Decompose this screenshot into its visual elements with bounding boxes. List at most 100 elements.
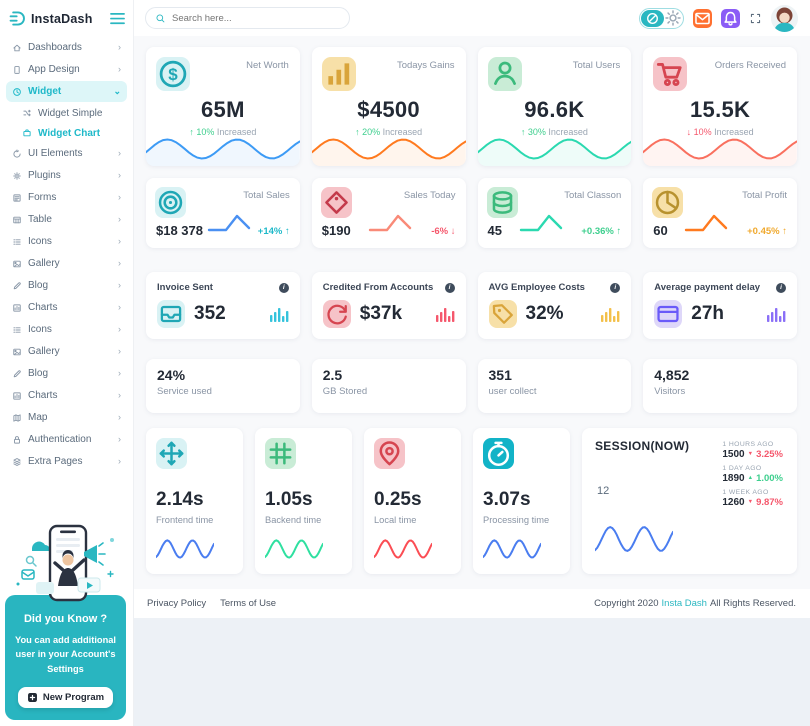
blog-icon	[12, 369, 22, 379]
sidebar-item-charts[interactable]: Charts ›	[6, 385, 127, 406]
sidebar-item-label: UI Elements	[28, 148, 83, 159]
briefcase-icon	[22, 128, 32, 138]
sidebar-subitem-widget-simple[interactable]: Widget Simple	[6, 103, 127, 123]
sidebar-item-ui-elements[interactable]: UI Elements ›	[6, 143, 127, 164]
stopwatch-icon	[483, 438, 514, 469]
trend-line-chart	[368, 211, 414, 240]
inbox-icon	[157, 300, 185, 328]
card-label: GB Stored	[322, 386, 368, 397]
footer-link-privacy-policy[interactable]: Privacy Policy	[147, 598, 207, 609]
sidebar-item-app-design[interactable]: App Design ›	[6, 59, 127, 80]
chevron-right-icon: ›	[118, 280, 121, 290]
search-input[interactable]	[172, 12, 340, 24]
time-card-frontend-time: 2.14s Frontend time	[146, 428, 243, 574]
sidebar-item-blog[interactable]: Blog ›	[6, 275, 127, 296]
blog-icon	[12, 281, 22, 291]
clock-icon	[12, 87, 22, 97]
promo-illustration	[5, 524, 126, 609]
sidebar-item-icons[interactable]: Icons ›	[6, 319, 127, 340]
card-title: Todays Gains	[396, 60, 455, 71]
info-icon[interactable]: i	[444, 282, 455, 293]
card-value: 4,852	[654, 367, 690, 383]
sidebar-item-gallery[interactable]: Gallery ›	[6, 341, 127, 362]
card-percent: -6% ↓	[431, 226, 456, 237]
trend-line-chart	[684, 211, 730, 240]
card-title: Total Classon	[564, 190, 622, 201]
sidebar-item-label: Icons	[28, 236, 52, 247]
time-card-processing-time: 3.07s Processing time	[473, 428, 570, 574]
info-icon[interactable]: i	[776, 282, 786, 293]
card-value: 3.07s	[483, 489, 531, 510]
session-title: SESSION(NOW)	[595, 439, 690, 453]
sale-card-total-profit: Total Profit 60 +0.45% ↑	[643, 178, 797, 248]
sidebar-item-label: Widget Simple	[38, 107, 103, 119]
messages-button[interactable]	[693, 8, 712, 28]
time-card-backend-time: 1.05s Backend time	[255, 428, 352, 574]
sidebar-item-charts[interactable]: Charts ›	[6, 297, 127, 318]
card-label: Service used	[157, 386, 212, 397]
ui-icon	[12, 148, 22, 159]
sidebar-item-table[interactable]: Table ›	[6, 209, 127, 230]
card-label: user collect	[488, 386, 537, 397]
sidebar-item-map[interactable]: Map ›	[6, 407, 127, 428]
sidebar-item-blog[interactable]: Blog ›	[6, 363, 127, 384]
chevron-right-icon: ›	[118, 434, 121, 444]
footer-brand-link[interactable]: Insta Dash	[661, 598, 707, 609]
info-icon[interactable]: i	[610, 282, 621, 293]
new-program-button[interactable]: New Program	[17, 687, 114, 708]
card-title: Average payment delay	[654, 282, 761, 293]
chevron-right-icon: ›	[118, 148, 121, 158]
pin-icon	[374, 438, 405, 469]
chevron-right-icon: ›	[118, 324, 121, 334]
sidebar-item-plugins[interactable]: Plugins ›	[6, 165, 127, 186]
card-value: $190	[321, 223, 351, 238]
sidebar-item-authentication[interactable]: Authentication ›	[6, 429, 127, 450]
sidebar-item-label: App Design	[28, 64, 80, 75]
session-stat-label: 1 HOURS AGO	[722, 441, 774, 448]
sparkline-chart	[155, 536, 233, 567]
copyright-suffix: All Rights Reserved.	[709, 598, 796, 609]
promo-card: Did you Know ? You can add additional us…	[5, 524, 126, 720]
table-icon	[12, 215, 22, 225]
sidebar-item-extra-pages[interactable]: Extra Pages ›	[6, 451, 127, 472]
sidebar-item-gallery[interactable]: Gallery ›	[6, 253, 127, 274]
sidebar-item-widget[interactable]: Widget ⌄	[6, 81, 127, 102]
card-value: 0.25s	[374, 489, 422, 510]
session-stat-label: 1 DAY AGO	[722, 465, 762, 472]
mini-bar-chart	[767, 307, 786, 322]
card-title: Credited From Accounts	[322, 282, 434, 293]
sidebar-item-forms[interactable]: Forms ›	[6, 187, 127, 208]
promo-button-label: New Program	[42, 692, 105, 703]
sidebar-subitem-widget-chart[interactable]: Widget Chart	[6, 123, 127, 143]
user-avatar[interactable]	[771, 4, 798, 32]
theme-toggle[interactable]	[639, 7, 684, 29]
sidebar: InstaDash Dashboards › App Design › Widget ⌄ W…	[0, 0, 133, 726]
card-label: Local time	[374, 515, 417, 525]
footer-link-terms-of-use[interactable]: Terms of Use	[220, 598, 277, 609]
sidebar-item-dashboards[interactable]: Dashboards ›	[6, 37, 127, 58]
card-icon	[654, 300, 683, 328]
chevron-right-icon: ›	[118, 390, 121, 400]
map-icon	[12, 413, 22, 423]
card-title: Total Sales	[243, 190, 290, 201]
search-box[interactable]	[145, 7, 350, 29]
info-icon[interactable]: i	[278, 282, 289, 293]
stat-cards-row: $ Net Worth 65M ↑ 10% Increased Todays Gains…	[146, 47, 797, 166]
auth-icon	[12, 435, 22, 445]
disc-icon	[155, 187, 186, 218]
plugin-icon	[12, 171, 22, 181]
sparkline-chart	[477, 132, 632, 166]
logo-row: InstaDash	[0, 0, 133, 35]
fullscreen-icon[interactable]	[749, 12, 762, 25]
sidebar-item-icons[interactable]: Icons ›	[6, 231, 127, 252]
mini-bar-chart	[435, 307, 455, 322]
session-stat-percent: 1.00%	[756, 473, 783, 484]
chevron-right-icon: ›	[118, 214, 121, 224]
header-actions	[639, 4, 798, 32]
metric-card-average-payment-delay: Average payment delay i 27h	[643, 272, 797, 339]
notifications-button[interactable]	[721, 8, 740, 28]
hamburger-menu-icon[interactable]	[110, 12, 125, 25]
sidebar-item-label: Charts	[28, 302, 58, 313]
session-current-value: 12	[597, 485, 610, 497]
chevron-right-icon: ›	[118, 258, 121, 268]
